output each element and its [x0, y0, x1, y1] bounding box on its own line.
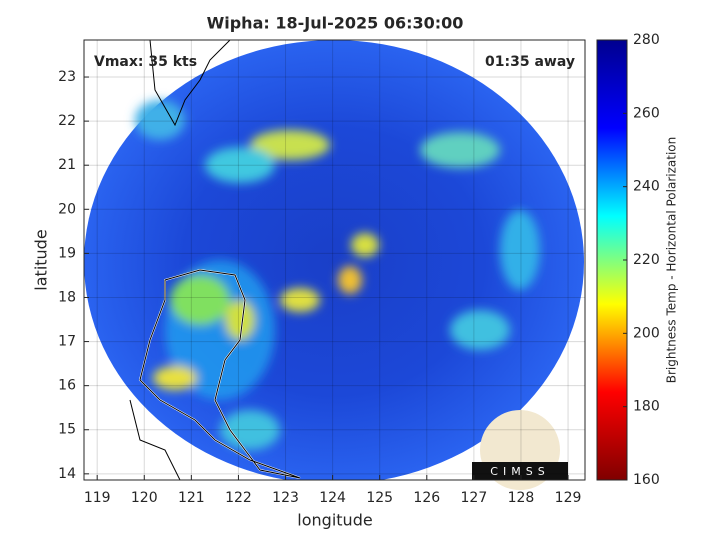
y-tick-label: 18: [58, 289, 76, 305]
chart-title: Wipha: 18-Jul-2025 06:30:00: [207, 14, 464, 33]
colorbar-ramp: [596, 39, 628, 481]
y-tick-label: 14: [58, 466, 76, 482]
y-tick-label: 22: [58, 113, 76, 129]
colorbar-tick-label: 280: [633, 32, 660, 48]
coastline: [139, 269, 301, 479]
x-tick-label: 129: [555, 490, 582, 506]
x-tick-label: 125: [366, 490, 393, 506]
annotation: Vmax: 35 kts: [94, 54, 197, 70]
x-tick-label: 124: [319, 490, 346, 506]
coastline: [149, 40, 231, 127]
y-tick-label: 16: [58, 378, 76, 394]
annotation: 01:35 away: [485, 54, 575, 70]
plot-frame: [83, 39, 586, 481]
image-layer: [84, 40, 584, 480]
y-tick-label: 19: [58, 245, 76, 261]
x-tick-label: 127: [461, 490, 488, 506]
x-tick-label: 126: [413, 490, 440, 506]
x-tick-label: 128: [508, 490, 535, 506]
cloud-features: [135, 100, 540, 450]
colorbar: 160 180 200 220 240 260 280: [596, 32, 660, 488]
colorbar-label: Brightness Temp - Horizontal Polarizatio…: [665, 137, 679, 384]
colorbar-tick-label: 220: [633, 252, 660, 268]
x-tick-label: 123: [272, 490, 299, 506]
x-axis-label: longitude: [297, 511, 372, 530]
y-tick-label: 15: [58, 422, 76, 438]
x-tick-label: 120: [131, 490, 158, 506]
y-tick-label: 21: [58, 157, 76, 173]
logo-text: CIMSS: [490, 465, 549, 478]
y-tick-label: 17: [58, 334, 76, 350]
coastline: [129, 399, 181, 480]
colorbar-tick-label: 160: [633, 472, 660, 488]
colorbar-tick-label: 200: [633, 325, 660, 341]
y-axis-label: latitude: [32, 229, 51, 290]
colorbar-tick-label: 260: [633, 105, 660, 121]
logo: CIMSS: [472, 410, 568, 490]
x-tick-label: 119: [84, 490, 111, 506]
y-tick-label: 23: [58, 69, 76, 85]
x-tick-label: 121: [178, 490, 205, 506]
x-tick-label: 122: [225, 490, 252, 506]
y-tick-label: 20: [58, 201, 76, 217]
colorbar-tick-label: 180: [633, 399, 660, 415]
colorbar-tick-label: 240: [633, 179, 660, 195]
